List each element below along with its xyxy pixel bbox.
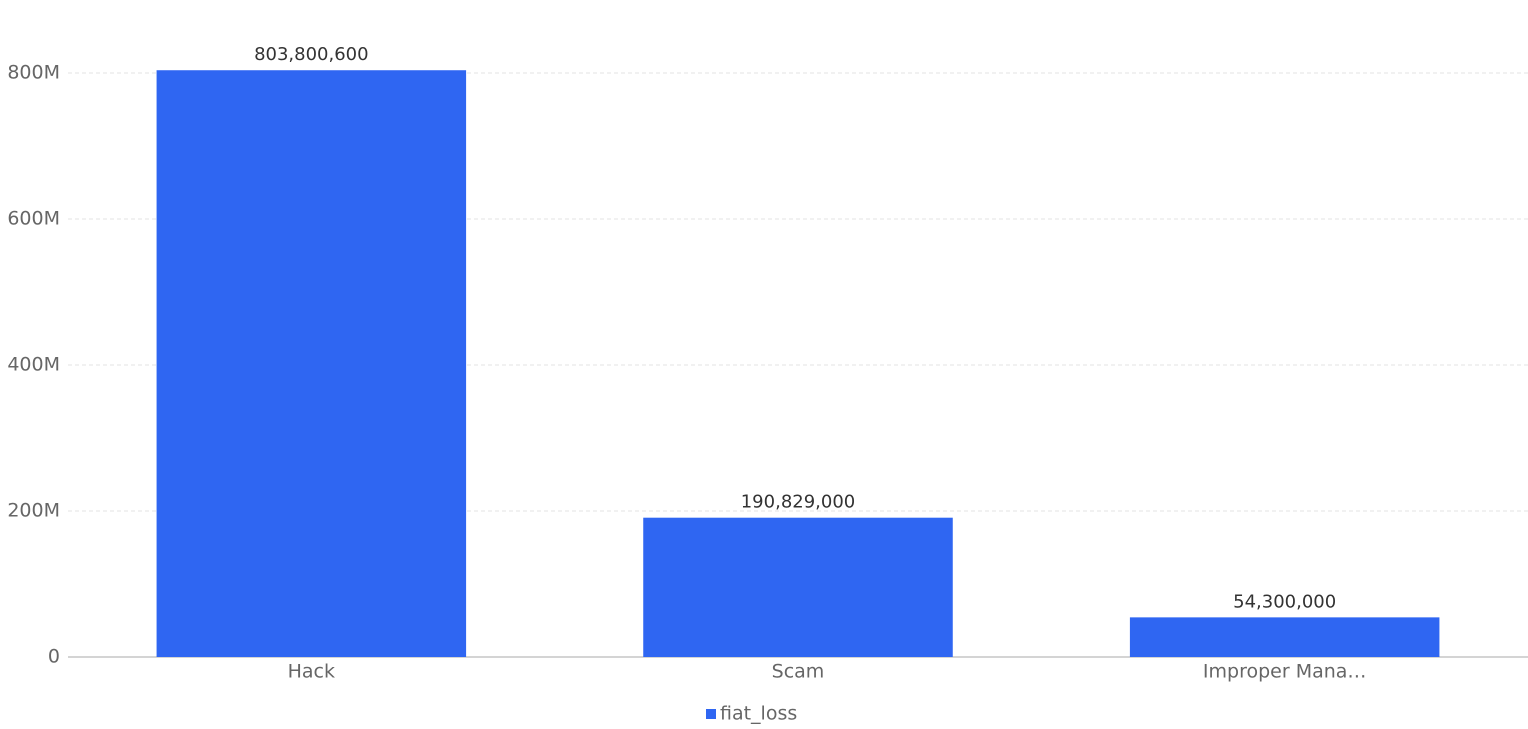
y-tick-label: 400M <box>7 354 60 376</box>
legend-label: fiat_loss <box>720 703 797 725</box>
bar <box>1129 617 1440 657</box>
y-tick-label: 800M <box>7 62 60 84</box>
y-tick-label: 600M <box>7 208 60 230</box>
y-tick-label: 0 <box>48 646 60 668</box>
x-tick-label: Scam <box>772 661 825 683</box>
data-label: 54,300,000 <box>1233 591 1336 612</box>
legend-swatch <box>706 709 716 719</box>
y-tick-label: 200M <box>7 500 60 522</box>
x-tick-label: Hack <box>288 661 335 683</box>
bar <box>156 70 467 657</box>
bar <box>643 517 953 657</box>
data-label: 803,800,600 <box>254 44 369 65</box>
x-tick-label: Improper Mana… <box>1203 661 1367 683</box>
data-label: 190,829,000 <box>741 492 856 513</box>
